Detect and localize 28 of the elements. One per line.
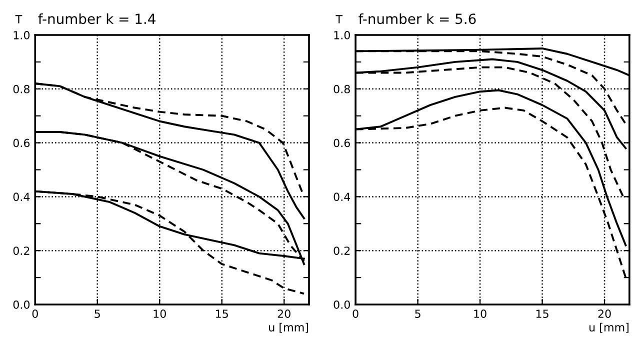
y-axis-title: T (336, 15, 343, 24)
x-tick-label: 0 (32, 310, 38, 318)
x-axis-title: u [mm] (589, 322, 628, 333)
y-axis-title: T (15, 15, 22, 24)
y-tick-label: 0.4 (334, 192, 350, 202)
x-axis-title: u [mm] (269, 322, 308, 333)
chart-title: f-number k = 5.6 (358, 13, 476, 24)
x-tick-label: 10 (154, 310, 166, 318)
x-tick-label: 5 (94, 310, 100, 318)
y-tick-label: 0.6 (334, 138, 350, 148)
x-tick-label: 0 (352, 310, 358, 318)
y-tick-label: 0.2 (334, 246, 350, 255)
x-tick-label: 15 (536, 310, 548, 318)
x-tick-label: 20 (278, 310, 290, 318)
y-tick-label: 0.0 (13, 300, 30, 309)
x-tick-label: 15 (216, 310, 228, 318)
x-tick-label: 20 (598, 310, 611, 318)
y-tick-label: 0.0 (334, 300, 350, 309)
chart-title: f-number k = 1.4 (38, 13, 156, 24)
y-tick-label: 0.8 (334, 84, 350, 94)
y-tick-label: 1.0 (334, 30, 350, 40)
y-tick-label: 0.4 (13, 192, 30, 202)
x-tick-label: 10 (474, 310, 486, 318)
y-tick-label: 1.0 (14, 30, 30, 40)
y-tick-label: 0.2 (13, 246, 30, 255)
y-tick-label: 0.8 (13, 84, 30, 94)
x-tick-label: 5 (415, 310, 420, 318)
y-tick-label: 0.6 (13, 138, 30, 148)
